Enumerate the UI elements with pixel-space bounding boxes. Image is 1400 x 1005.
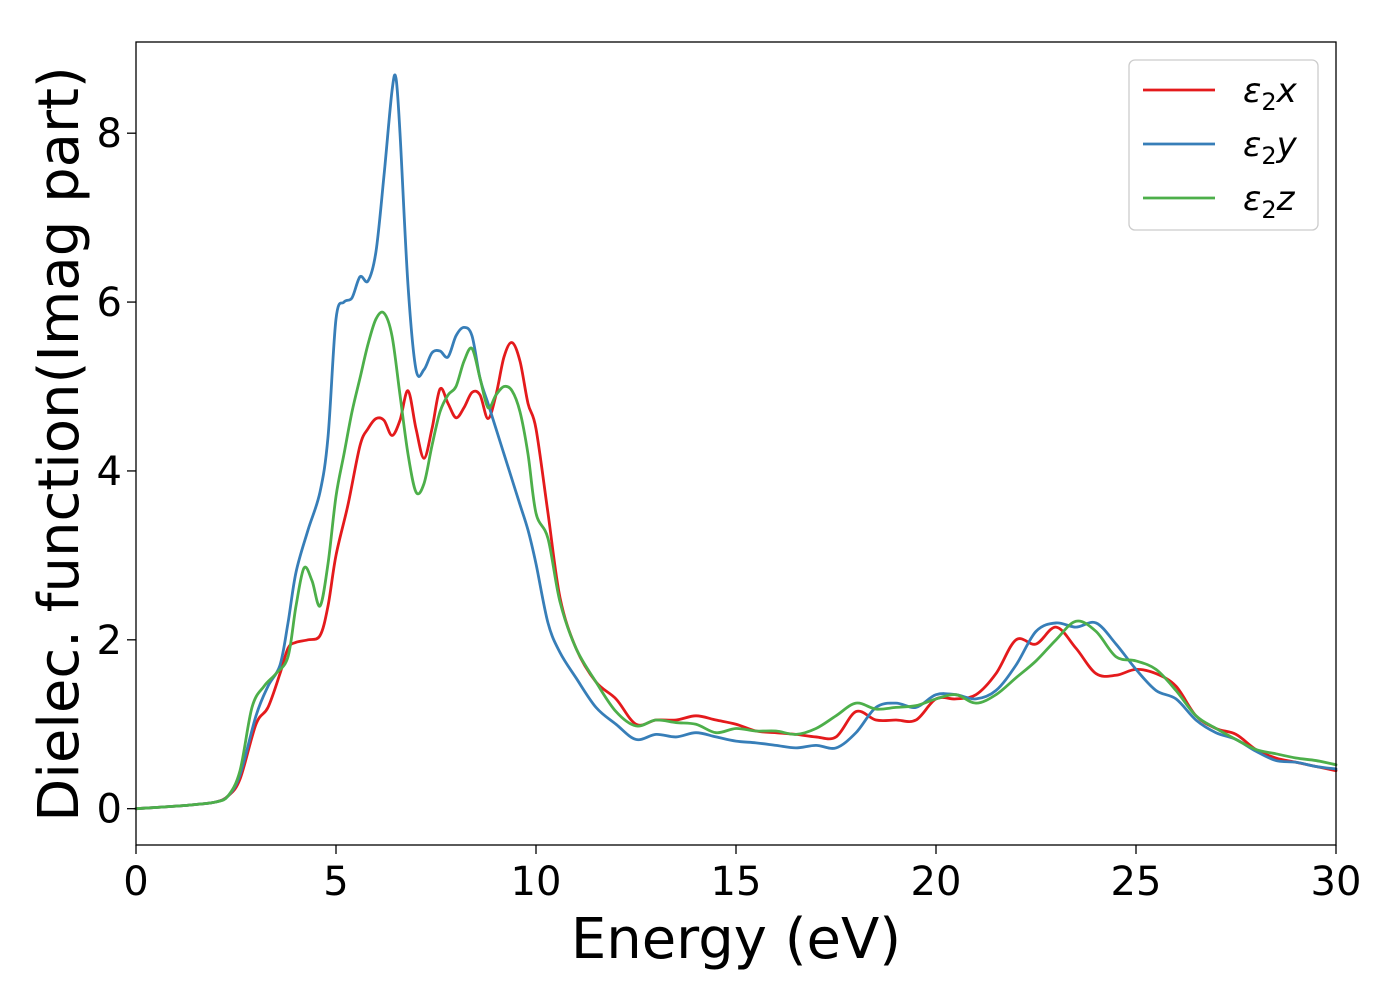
series-line-y — [134, 73, 1338, 811]
series-layer — [134, 73, 1338, 811]
legend-label-z: ε2z — [1243, 179, 1296, 224]
legend-label-y: ε2y — [1243, 125, 1298, 170]
series-line-z — [134, 310, 1338, 811]
y-tick-label: 6 — [97, 280, 122, 326]
y-tick-label: 0 — [97, 787, 122, 833]
x-tick-label: 5 — [323, 859, 348, 905]
x-tick-label: 20 — [911, 859, 962, 905]
y-tick-label: 2 — [97, 618, 122, 664]
x-axis-label: Energy (eV) — [571, 907, 901, 972]
x-tick-label: 30 — [1311, 859, 1362, 905]
x-axis-ticks: 0 5 10 15 20 25 30 — [123, 845, 1361, 905]
series-line-x — [134, 341, 1338, 811]
legend-box — [1128, 59, 1319, 231]
x-tick-label: 15 — [711, 859, 762, 905]
x-tick-label: 0 — [123, 859, 148, 905]
legend: ε2x ε2y ε2z — [1128, 59, 1319, 231]
x-tick-label: 10 — [511, 859, 562, 905]
y-tick-label: 8 — [97, 111, 122, 157]
y-axis-ticks: 0 2 4 6 8 — [97, 111, 136, 833]
x-tick-label: 25 — [1111, 859, 1162, 905]
y-tick-label: 4 — [97, 449, 122, 495]
y-axis-label: Dielec. function(Imag part) — [27, 66, 92, 822]
legend-label-x: ε2x — [1243, 71, 1298, 116]
